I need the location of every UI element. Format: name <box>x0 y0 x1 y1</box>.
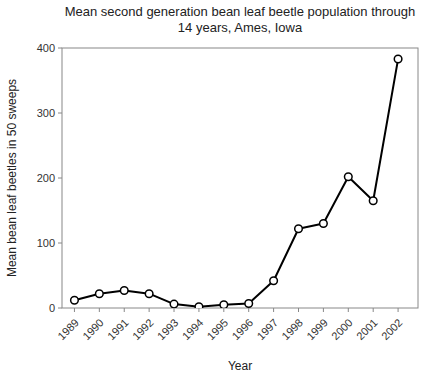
marker <box>344 173 352 181</box>
marker <box>71 296 79 304</box>
plot-area <box>71 55 402 308</box>
x-tick <box>348 308 349 312</box>
x-tick-label: 2001 <box>354 316 380 342</box>
x-tick <box>124 308 125 312</box>
marker <box>145 290 153 298</box>
marker <box>295 225 303 233</box>
plot-frame <box>62 48 418 308</box>
x-tick <box>74 308 75 312</box>
title: Mean second generation bean leaf beetle … <box>65 4 416 35</box>
x-tick-label: 1998 <box>279 316 305 342</box>
marker <box>320 220 328 228</box>
y-tick <box>58 243 62 244</box>
x-tick-label: 1999 <box>304 316 330 342</box>
y-tick <box>58 113 62 114</box>
y-tick <box>58 308 62 309</box>
x-tick-label: 1989 <box>55 316 81 342</box>
marker <box>369 197 377 205</box>
marker <box>195 303 203 308</box>
marker <box>394 55 402 63</box>
x-tick <box>298 308 299 312</box>
x-tick <box>273 308 274 312</box>
x-tick-label: 2002 <box>379 316 405 342</box>
y-tick-label: 300 <box>37 107 55 119</box>
x-tick-label: 2000 <box>329 316 355 342</box>
marker <box>270 277 278 285</box>
y-axis-label: Mean bean leaf beetles in 50 sweeps <box>5 79 19 277</box>
x-tick-label: 1996 <box>229 316 255 342</box>
x-tick-label: 1993 <box>155 316 181 342</box>
x-tick-label: 1992 <box>130 316 156 342</box>
x-axis-label: Year <box>228 359 252 373</box>
x-tick <box>174 308 175 312</box>
x-tick-label: 1990 <box>80 316 106 342</box>
y-tick-label: 100 <box>37 237 55 249</box>
chart: Mean second generation bean leaf beetle … <box>0 0 432 380</box>
line <box>74 59 398 307</box>
x-tick <box>248 308 249 312</box>
x-tick <box>223 308 224 312</box>
x-tick <box>373 308 374 312</box>
y-tick <box>58 178 62 179</box>
y-tick-label: 400 <box>37 42 55 54</box>
marker <box>245 300 253 308</box>
marker <box>220 301 228 308</box>
x-tick <box>323 308 324 312</box>
marker <box>96 290 104 298</box>
marker <box>120 287 128 295</box>
y-tick-label: 200 <box>37 172 55 184</box>
x-tick <box>398 308 399 312</box>
x-tick <box>198 308 199 312</box>
x-tick <box>99 308 100 312</box>
x-tick-label: 1994 <box>180 316 206 342</box>
marker <box>170 300 178 308</box>
y-tick-label: 0 <box>49 302 55 314</box>
x-tick-label: 1997 <box>254 316 280 342</box>
x-tick <box>149 308 150 312</box>
x-tick-label: 1991 <box>105 316 131 342</box>
x-tick-label: 1995 <box>205 316 231 342</box>
y-tick <box>58 48 62 49</box>
